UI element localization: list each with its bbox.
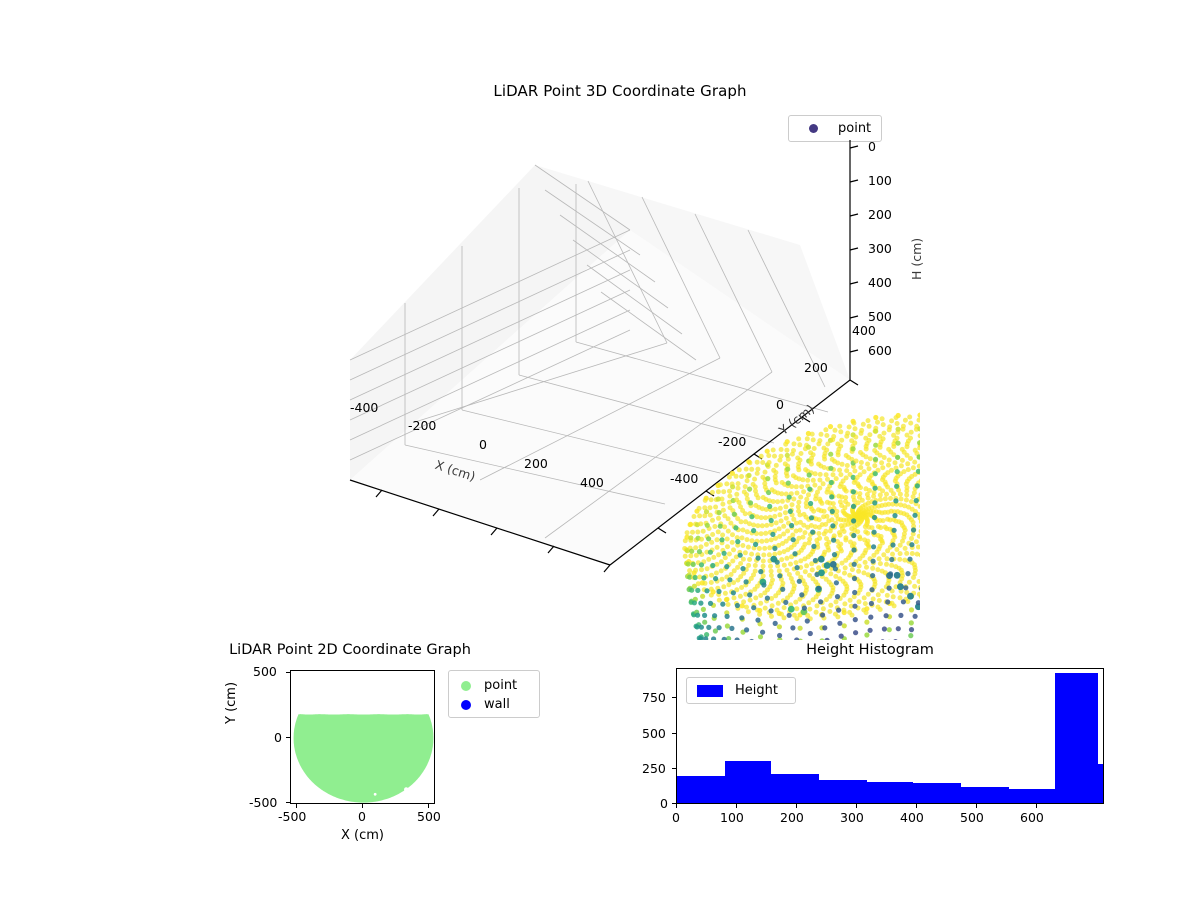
tickhist-y-250: 250 [642,761,666,776]
tickmark-x--500 [296,804,298,808]
tick2d-x-500: 500 [417,809,441,824]
plot3d-canvas [349,140,920,640]
tickmark-y--500 [286,802,290,804]
tick3d-z-200: 200 [868,207,892,222]
tickmark-hist-x-500 [976,804,978,808]
tickhist-x-400: 400 [900,810,924,825]
tickmark-hist-y-250 [672,768,676,770]
legend-marker-point [809,124,818,133]
tickhist-x-0: 0 [672,810,680,825]
plot2d-point-cloud [293,714,434,803]
legend-marker-point [461,680,471,691]
tick3d-z-500: 500 [868,309,892,324]
tick3d-x--400: -400 [350,400,379,415]
tick3d-y-200: 200 [804,360,828,375]
plot3d-gridlines [349,164,829,539]
height-histogram-axes: Height Histogram Height 750 500 250 0 0 … [620,636,1140,866]
legend-label-point: point [484,678,518,693]
tickmark-y-0 [286,737,290,739]
histogram-bar [1008,788,1056,803]
plot3d-zlabel: H (cm) [909,237,924,280]
plot2d-xlabel: X (cm) [341,828,384,843]
tickmark-hist-x-0 [676,804,678,808]
legend-entry-point[interactable]: point [449,676,539,695]
tickmark-x-0 [362,804,364,808]
histogram-bar [1055,673,1099,803]
histogram-title: Height Histogram [806,642,934,658]
plot2d-ylabel: Y (cm) [224,681,239,724]
tick3d-z-300: 300 [868,241,892,256]
histogram-bar [724,761,772,803]
tick3d-y--200: -200 [718,434,747,449]
tickmark-hist-x-300 [856,804,858,808]
legend-label-point: point [838,121,872,136]
legend-entry-wall[interactable]: wall [449,695,539,714]
tick3d-z-0: 0 [868,139,876,154]
tick3d-x-400: 400 [580,475,604,490]
tickmark-hist-x-200 [796,804,798,808]
histogram-bar [819,779,867,803]
tickmark-y-500 [286,672,290,674]
plot3d-tickmarks [375,145,859,573]
tick3d-y--400: -400 [670,471,699,486]
tickhist-y-0: 0 [660,796,668,811]
histogram-bar [961,787,1009,803]
plot3d-legend[interactable]: point [788,115,882,142]
tick2d-y-0: 0 [274,730,282,745]
tick3d-z-400: 400 [868,275,892,290]
tick3d-x-0: 0 [479,437,487,452]
histogram-bar [913,783,961,803]
legend-patch-height [697,684,723,697]
tickmark-hist-y-750 [672,697,676,699]
tickhist-y-500: 500 [642,726,666,741]
tickmark-hist-x-400 [916,804,918,808]
legend-label-height: Height [735,683,778,698]
lidar-2d-axes: LiDAR Point 2D Coordinate Graph 500 0 -5… [150,636,570,866]
tickhist-y-750: 750 [642,690,666,705]
legend-marker-wall [461,699,471,710]
tickmark-x-500 [428,804,430,808]
tick3d-x-200: 200 [524,456,548,471]
legend-label-wall: wall [484,697,510,712]
tickmark-hist-x-100 [736,804,738,808]
tick3d-z-600: 600 [868,343,892,358]
tickhist-x-500: 500 [960,810,984,825]
plot2d-area[interactable] [290,670,435,804]
tick2d-y-500: 500 [253,664,277,679]
tickmark-hist-y-500 [672,733,676,735]
histogram-bar [1098,763,1103,803]
tick2d-x--500: -500 [278,809,307,824]
histogram-legend[interactable]: Height [686,677,796,704]
plot3d-point-cloud [682,412,920,640]
histogram-bar [771,774,819,803]
tick2d-x-0: 0 [358,809,366,824]
tickhist-x-300: 300 [840,810,864,825]
tick2d-y--500: -500 [249,795,278,810]
tick3d-y-400: 400 [852,323,876,338]
histogram-bar [866,781,914,803]
tickmark-hist-x-600 [1036,804,1038,808]
tickhist-x-200: 200 [780,810,804,825]
tick3d-x--200: -200 [408,418,437,433]
tick3d-y-0: 0 [776,397,784,412]
plot3d-title: LiDAR Point 3D Coordinate Graph [493,82,747,100]
lidar-3d-axes: LiDAR Point 3D Coordinate Graph point [320,60,924,640]
plot2d-legend[interactable]: point wall [448,670,540,718]
histogram-bar [677,775,725,803]
tickhist-x-600: 600 [1020,810,1044,825]
tickmark-hist-y-0 [672,803,676,805]
tickhist-x-100: 100 [720,810,744,825]
plot2d-title: LiDAR Point 2D Coordinate Graph [229,642,471,658]
tick3d-z-100: 100 [868,173,892,188]
